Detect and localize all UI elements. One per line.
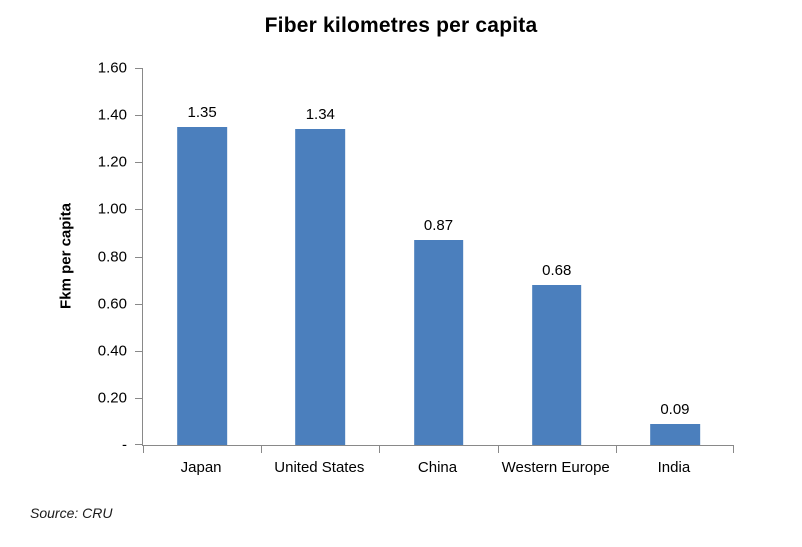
- bar-slot-western-europe: 0.68: [498, 68, 616, 445]
- bars-row: 1.35 1.34 0.87 0.68 0.09: [143, 68, 734, 445]
- x-axis-tick-mark: [615, 446, 617, 453]
- bar-value-label-western-europe: 0.68: [542, 261, 572, 279]
- x-axis-tick-mark: [143, 446, 144, 453]
- category-label-china: China: [417, 459, 458, 476]
- bar-western-europe: [531, 284, 582, 445]
- bar-united-states: [295, 129, 346, 445]
- y-axis-tick-mark: [135, 256, 142, 258]
- bar-slot-japan: 1.35: [143, 68, 261, 445]
- bar-slot-china: 0.87: [379, 68, 497, 445]
- category-label-india: India: [657, 459, 691, 476]
- plot-area: 1.35 1.34 0.87 0.68 0.09: [135, 68, 734, 453]
- y-axis-tick-labels: - 0.20 0.40 0.60 0.80 1.00 1.20 1.40 1.60: [0, 60, 127, 454]
- x-axis-tick-mark: [733, 446, 734, 453]
- x-axis-tick-mark: [497, 446, 499, 453]
- y-axis-tick-mark: [135, 303, 142, 305]
- y-tick-label-0.80: 0.80: [97, 248, 127, 265]
- x-axis-tick-mark: [379, 446, 381, 453]
- y-tick-label-1.60: 1.60: [97, 59, 127, 77]
- bar-india: [650, 423, 700, 445]
- source-note: Source: CRU: [30, 505, 113, 521]
- y-tick-label-1.00: 1.00: [97, 200, 127, 218]
- x-axis-category-labels: Japan United States China Western Europe Ind…: [142, 459, 733, 476]
- y-axis-tick-mark: [135, 444, 142, 445]
- category-label-japan: Japan: [180, 459, 222, 476]
- y-axis-tick-mark: [135, 162, 142, 164]
- bar-value-label-china: 0.87: [423, 217, 454, 235]
- bar-value-label-united-states: 1.34: [305, 106, 335, 124]
- y-tick-label--: -: [122, 436, 127, 454]
- bar-value-label-japan: 1.35: [187, 103, 217, 121]
- y-axis-tick-mark: [135, 397, 142, 399]
- category-label-united-states: United States: [274, 459, 365, 476]
- y-axis-tick-mark: [135, 209, 142, 211]
- y-axis-tick-mark: [135, 68, 142, 69]
- y-tick-label-0.60: 0.60: [97, 295, 127, 313]
- y-tick-label-0.20: 0.20: [97, 389, 127, 407]
- bar-china: [413, 240, 464, 445]
- y-tick-label-1.40: 1.40: [97, 106, 127, 124]
- y-axis-tick-mark: [135, 350, 142, 352]
- y-tick-label-0.40: 0.40: [97, 342, 127, 360]
- category-label-western-europe: Western Europe: [501, 459, 610, 476]
- y-tick-label-1.20: 1.20: [97, 153, 127, 171]
- bar-slot-united-states: 1.34: [261, 68, 379, 445]
- bar-japan: [177, 126, 227, 445]
- chart-title: Fiber kilometres per capita: [264, 14, 538, 37]
- x-axis-tick-mark: [261, 446, 263, 453]
- bar-slot-india: 0.09: [616, 68, 734, 445]
- bar-value-label-india: 0.09: [660, 400, 690, 418]
- y-axis-tick-mark: [135, 115, 142, 117]
